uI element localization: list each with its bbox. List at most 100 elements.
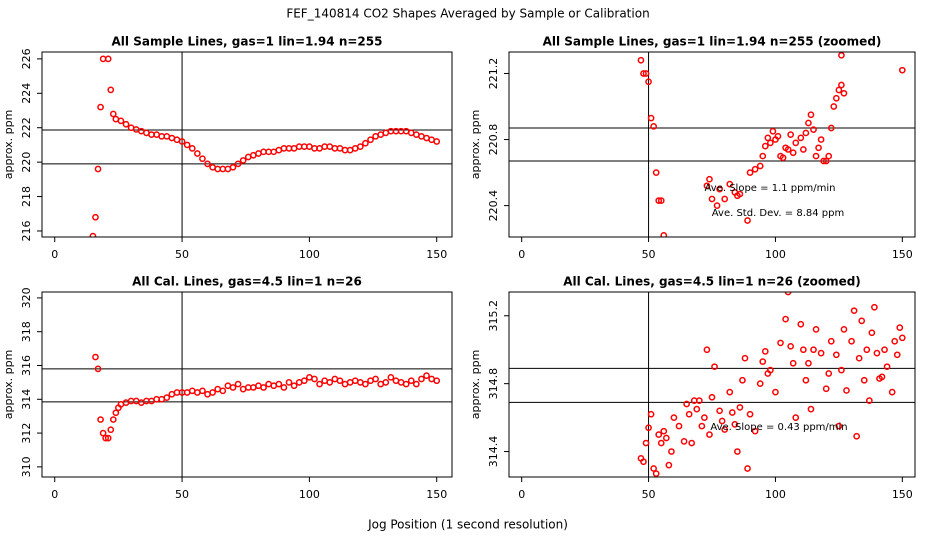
point [855, 354, 863, 362]
point [188, 145, 196, 152]
point [805, 359, 812, 367]
point [873, 349, 881, 357]
x-tick-label: 150 [426, 248, 447, 261]
point [412, 380, 420, 388]
point [662, 434, 670, 442]
point [640, 458, 647, 466]
point [711, 363, 718, 371]
y-tick-label: 221.2 [487, 58, 500, 90]
point [800, 146, 807, 153]
point [668, 448, 675, 455]
point [688, 439, 696, 447]
point [387, 373, 395, 381]
point [805, 119, 812, 127]
point [840, 89, 848, 97]
point [316, 380, 323, 388]
point [830, 103, 838, 110]
point [726, 180, 734, 188]
y-tick-label: 220.8 [487, 124, 500, 156]
point [746, 410, 754, 418]
point [802, 376, 810, 384]
point [761, 142, 769, 150]
point [817, 136, 825, 143]
point [708, 195, 716, 203]
point [716, 407, 723, 415]
point [647, 410, 655, 418]
point [767, 366, 774, 374]
x-tick-label: 100 [299, 248, 320, 261]
point [706, 431, 713, 438]
y-tick-label: 314.8 [487, 368, 500, 400]
point [117, 117, 125, 125]
y-tick-label: 314 [20, 389, 33, 410]
point [112, 409, 120, 417]
point [362, 139, 369, 147]
point [92, 353, 99, 361]
point [657, 197, 665, 205]
x-tick-label: 100 [765, 488, 786, 501]
point [275, 380, 283, 388]
point [693, 405, 701, 413]
point [239, 157, 247, 164]
point [670, 414, 678, 421]
point [863, 346, 871, 354]
y-tick-label: 320 [20, 287, 33, 308]
point [843, 387, 850, 394]
point [827, 337, 835, 345]
panel-title: All Sample Lines, gas=1 lin=1.94 n=255 [112, 35, 383, 49]
point [645, 78, 652, 86]
point [810, 346, 817, 354]
point [695, 397, 703, 404]
plot-area [42, 292, 452, 477]
point [94, 165, 102, 173]
point [820, 157, 828, 165]
y-tick-label: 318 [20, 321, 33, 342]
point [97, 416, 104, 423]
point [792, 139, 800, 147]
x-tick-label: 0 [51, 248, 58, 261]
point [817, 349, 825, 357]
point [898, 334, 906, 342]
point [888, 388, 896, 396]
point [800, 346, 807, 354]
point [751, 165, 759, 173]
plot-area [509, 52, 915, 237]
point [107, 426, 115, 434]
point [104, 55, 112, 63]
point [784, 146, 792, 153]
point [660, 427, 668, 435]
x-tick-label: 150 [892, 248, 913, 261]
point [655, 197, 663, 205]
point [881, 346, 888, 354]
point [647, 114, 655, 122]
y-tick-label: 220.4 [487, 190, 500, 222]
point [163, 394, 171, 401]
point [827, 124, 835, 132]
point [708, 393, 716, 401]
point [822, 157, 830, 165]
point [731, 421, 739, 428]
point [104, 434, 112, 442]
point [652, 169, 660, 176]
point [642, 439, 650, 447]
plot-area [42, 52, 452, 237]
point [797, 134, 805, 142]
point [122, 120, 130, 128]
point [433, 377, 441, 385]
point [891, 337, 899, 345]
point [209, 389, 216, 396]
point [840, 325, 848, 333]
point [835, 86, 843, 94]
point [858, 317, 866, 325]
point [792, 414, 800, 421]
point [382, 379, 390, 386]
point [779, 154, 787, 162]
point [860, 376, 868, 384]
point [898, 66, 906, 74]
y-axis-label: approx. ppm [2, 350, 15, 420]
y-tick-label: 218 [20, 186, 33, 207]
point [300, 377, 308, 385]
point [701, 414, 708, 421]
point [107, 86, 115, 94]
point [744, 465, 751, 472]
